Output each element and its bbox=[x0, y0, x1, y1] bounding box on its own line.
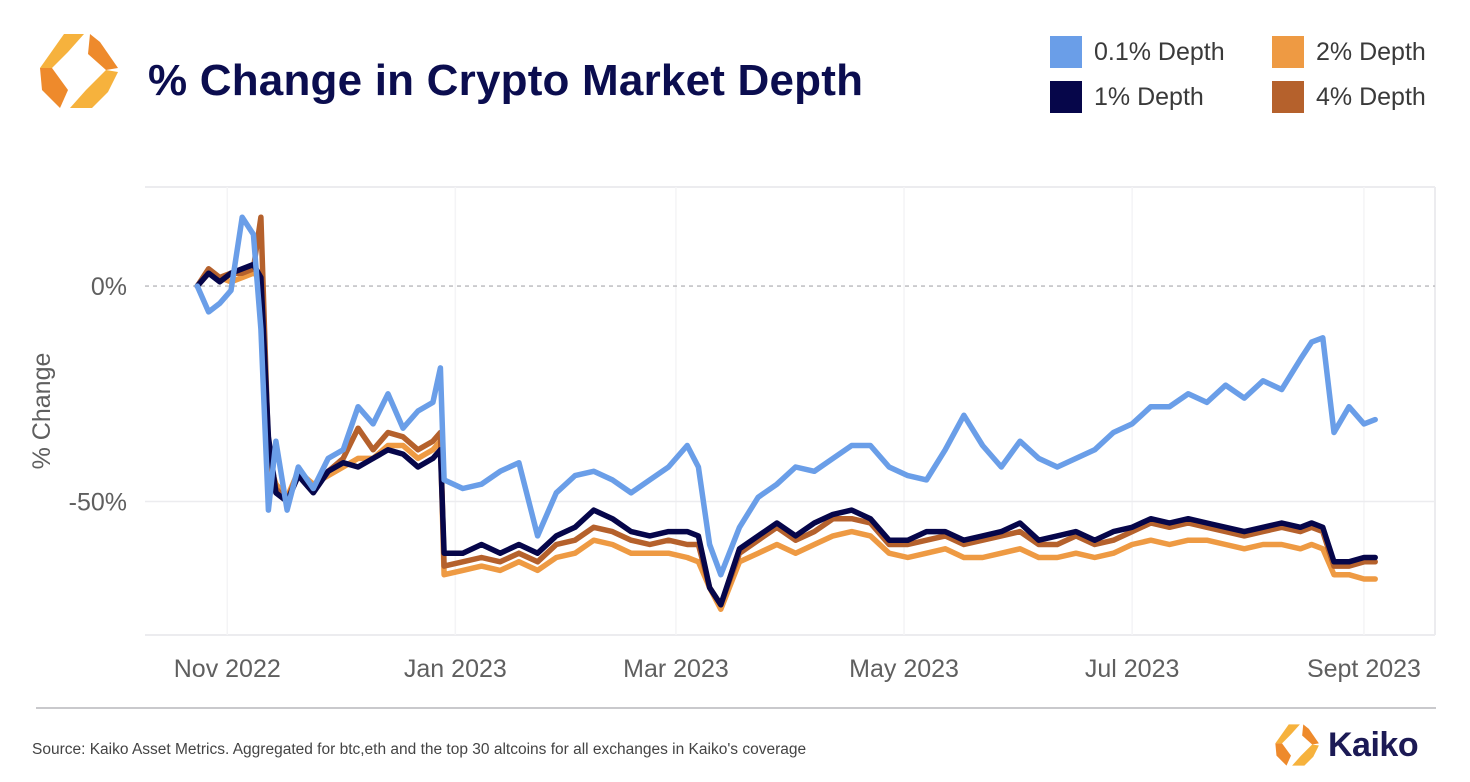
y-tick-label: 0% bbox=[91, 273, 127, 301]
brand-segment bbox=[1292, 744, 1319, 766]
chart-svg: Nov 2022 Jan 2023 Mar 2023 May 2023 Jul 2023… bbox=[28, 186, 1436, 683]
grid-layer bbox=[145, 186, 1436, 636]
y-axis-title: % Change bbox=[28, 353, 56, 470]
footer-divider bbox=[36, 707, 1436, 709]
legend-label: 1% Depth bbox=[1094, 82, 1204, 111]
x-tick-label: Jan 2023 bbox=[404, 655, 507, 683]
x-tick-label: Jul 2023 bbox=[1085, 655, 1180, 683]
x-tick-label: Sept 2023 bbox=[1307, 655, 1421, 683]
kaiko-logo-icon bbox=[40, 34, 118, 108]
series-line-2-depth bbox=[194, 270, 1378, 612]
series-line-0-1-depth bbox=[194, 214, 1378, 578]
x-tick-label: Mar 2023 bbox=[623, 655, 729, 683]
legend-item-0-1pct-depth[interactable]: 0.1% Depth bbox=[1050, 36, 1225, 68]
logo-segment-bottom-right bbox=[70, 70, 118, 108]
series-layer bbox=[194, 214, 1378, 612]
source-note: Source: Kaiko Asset Metrics. Aggregated … bbox=[32, 741, 807, 758]
logo-segment-bottom-left bbox=[40, 68, 68, 108]
footer-brand: Kaiko bbox=[1272, 722, 1419, 768]
chart-legend: 0.1% Depth 1% Depth 2% Depth 4% Depth bbox=[1050, 36, 1450, 116]
legend-item-1pct-depth[interactable]: 1% Depth bbox=[1050, 81, 1204, 113]
brand-segment bbox=[1275, 743, 1291, 766]
legend-item-2pct-depth[interactable]: 2% Depth bbox=[1272, 36, 1426, 68]
legend-swatch bbox=[1272, 81, 1304, 113]
axis-layer: Nov 2022 Jan 2023 Mar 2023 May 2023 Jul 2023… bbox=[69, 273, 1421, 683]
brand-segment bbox=[1275, 724, 1300, 744]
legend-label: 4% Depth bbox=[1316, 82, 1426, 111]
kaiko-brand-icon bbox=[1275, 724, 1319, 766]
legend-swatch bbox=[1050, 81, 1082, 113]
legend-item-4pct-depth[interactable]: 4% Depth bbox=[1272, 81, 1426, 113]
y-tick-label: -50% bbox=[69, 488, 127, 516]
legend-swatch bbox=[1272, 36, 1304, 68]
series-line-1-depth bbox=[194, 261, 1378, 608]
legend-label: 0.1% Depth bbox=[1094, 37, 1225, 66]
brand-segment bbox=[1302, 724, 1319, 745]
legend-label: 2% Depth bbox=[1316, 37, 1426, 66]
chart-title: % Change in Crypto Market Depth bbox=[148, 56, 864, 105]
brand-name: Kaiko bbox=[1328, 725, 1419, 764]
logo-segment-top-left bbox=[40, 34, 84, 68]
x-tick-label: Nov 2022 bbox=[174, 655, 281, 683]
x-tick-label: May 2023 bbox=[849, 655, 959, 683]
line-chart: Nov 2022 Jan 2023 Mar 2023 May 2023 Jul 2023… bbox=[0, 150, 1470, 690]
legend-swatch bbox=[1050, 36, 1082, 68]
logo-segment-top-right bbox=[88, 34, 118, 70]
